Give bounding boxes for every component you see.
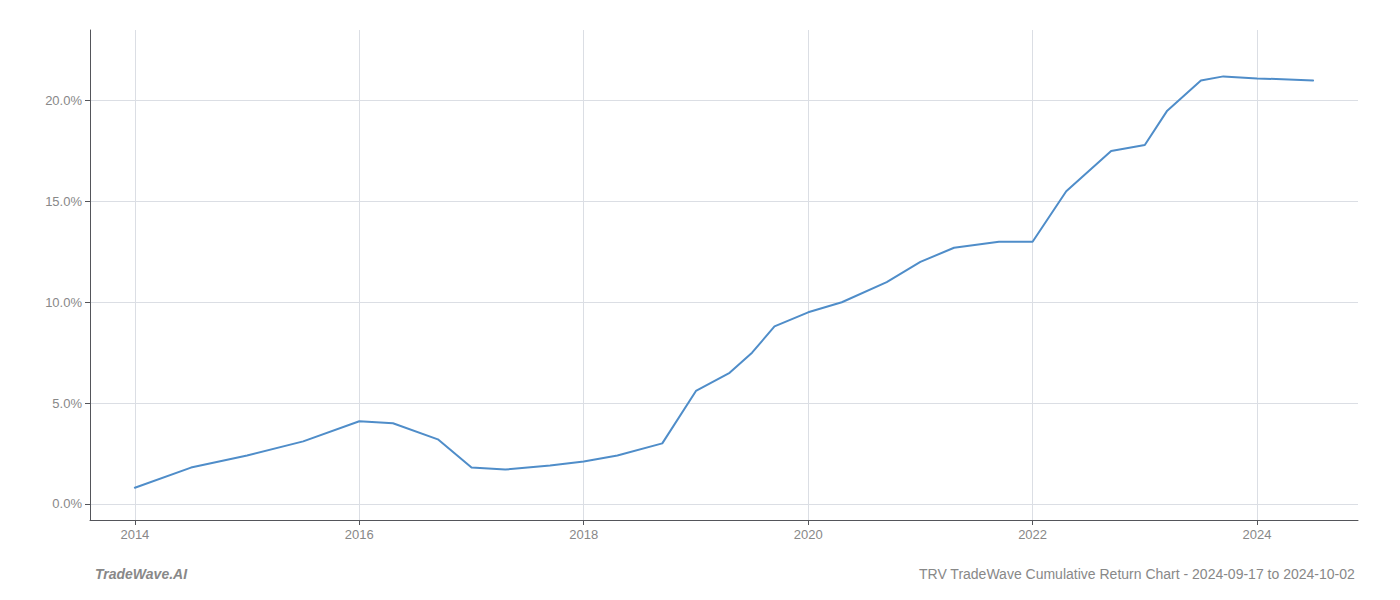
- svg-text:0.0%: 0.0%: [52, 496, 82, 511]
- svg-text:2014: 2014: [120, 527, 149, 542]
- svg-text:TRV TradeWave Cumulative Retur: TRV TradeWave Cumulative Return Chart - …: [919, 566, 1355, 582]
- svg-text:2016: 2016: [345, 527, 374, 542]
- svg-text:2024: 2024: [1243, 527, 1272, 542]
- svg-text:10.0%: 10.0%: [45, 295, 82, 310]
- svg-text:15.0%: 15.0%: [45, 194, 82, 209]
- svg-text:2020: 2020: [794, 527, 823, 542]
- svg-text:5.0%: 5.0%: [52, 396, 82, 411]
- svg-text:20.0%: 20.0%: [45, 93, 82, 108]
- svg-text:TradeWave.AI: TradeWave.AI: [95, 566, 188, 582]
- svg-text:2018: 2018: [569, 527, 598, 542]
- svg-text:2022: 2022: [1018, 527, 1047, 542]
